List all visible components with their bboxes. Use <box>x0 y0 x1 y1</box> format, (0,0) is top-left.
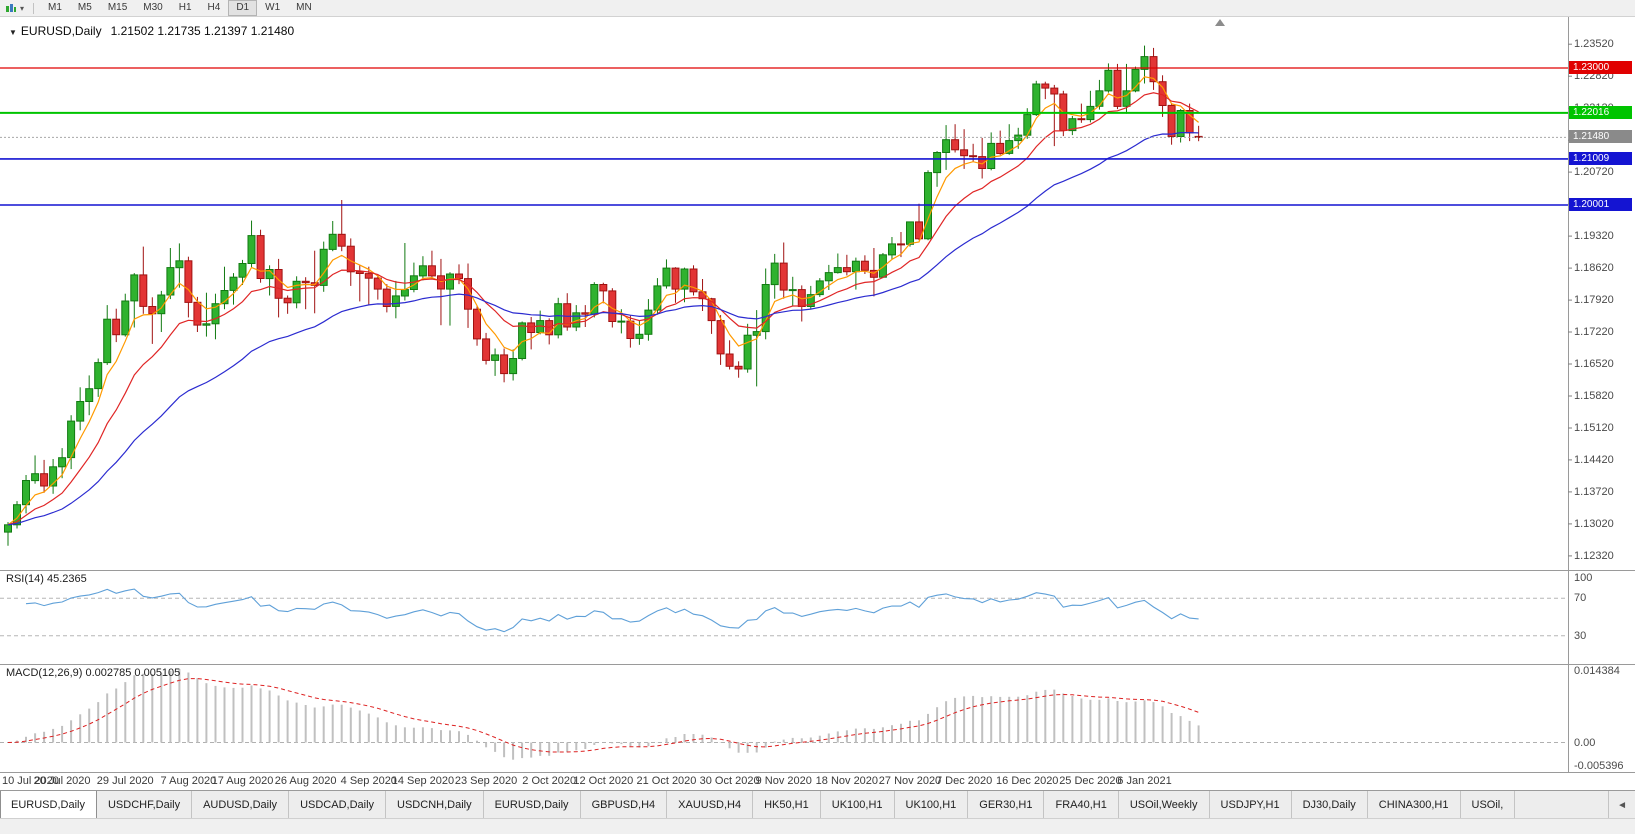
price-axis-tick: 1.13020 <box>1574 517 1614 530</box>
x-axis-date-label: 29 Jul 2020 <box>96 775 154 787</box>
macd-histogram <box>16 669 1200 760</box>
chart-title-arrow-icon[interactable]: ▼ <box>9 28 17 37</box>
rsi-axis-label: 30 <box>1574 629 1587 642</box>
timeframes-toolbar: ▾ M1 M5 M15 M30 H1 H4 D1 W1 MN <box>0 0 1635 17</box>
toolbar-separator <box>33 2 35 14</box>
chart-tab[interactable]: GER30,H1 <box>968 791 1045 819</box>
x-axis-date-label: 26 Aug 2020 <box>274 775 337 787</box>
chart-title-symbol: EURUSD,Daily <box>20 24 102 38</box>
price-axis-tick: 1.17920 <box>1574 294 1614 307</box>
macd-axis-label: -0.005396 <box>1574 760 1624 772</box>
chart-tab[interactable]: DJ30,Daily <box>1291 791 1368 819</box>
chart-title: ▼ EURUSD,Daily 1.21502 1.21735 1.21397 1.2… <box>9 24 294 38</box>
chart-type-icon[interactable] <box>5 3 17 14</box>
price-axis-tick: 1.14420 <box>1574 453 1614 466</box>
x-axis-date-label: 9 Nov 2020 <box>755 775 812 787</box>
x-axis-date-label: 7 Dec 2020 <box>935 775 993 787</box>
chart-type-icon-glyph <box>6 3 16 12</box>
price-axis-tick: 1.19320 <box>1574 230 1614 243</box>
timeframe-button-m1[interactable]: M1 <box>48 2 62 13</box>
x-axis-date-label: 20 Jul 2020 <box>33 775 91 787</box>
price-axis-tick: 1.16520 <box>1574 358 1614 370</box>
rsi-axis-label: 70 <box>1574 592 1587 605</box>
x-axis-date-label: 30 Oct 2020 <box>699 775 760 787</box>
macd-signal-line <box>7 678 1199 753</box>
macd-axis-label: 0.00 <box>1574 736 1596 749</box>
chart-tab[interactable]: USDCHF,Daily <box>96 791 193 819</box>
price-axis-tick: 1.20720 <box>1574 166 1614 179</box>
chart-tab[interactable]: FRA40,H1 <box>1044 791 1119 819</box>
rsi-axis-label: 100 <box>1574 572 1593 584</box>
price-badge: 1.21480 <box>1569 130 1632 144</box>
timeframe-button-m5[interactable]: M5 <box>77 2 92 13</box>
x-axis-date-label: 2 Oct 2020 <box>522 775 577 787</box>
chart-tab[interactable]: UK100,H1 <box>820 791 895 819</box>
x-axis-date-label: 23 Sep 2020 <box>454 775 518 787</box>
chart-tab[interactable]: HK50,H1 <box>753 791 821 819</box>
price-badge: 1.23000 <box>1569 60 1632 74</box>
price-badge: 1.22016 <box>1569 105 1632 119</box>
x-axis-date-label: 6 Jan 2021 <box>1117 775 1172 787</box>
ma-line-slow[interactable] <box>7 131 1199 526</box>
price-axis-tick: 1.18620 <box>1574 262 1614 275</box>
chart-tab[interactable]: USDJPY,H1 <box>1209 791 1292 819</box>
chart-tab[interactable]: USDCAD,Daily <box>289 791 387 819</box>
chart-tab[interactable]: UK100,H1 <box>894 791 969 819</box>
x-axis-date-label: 14 Sep 2020 <box>391 775 455 787</box>
timeframe-button-w1[interactable]: W1 <box>265 2 281 13</box>
chart-tab[interactable]: CHINA300,H1 <box>1367 791 1461 819</box>
price-axis-tick: 1.15120 <box>1574 421 1614 434</box>
chart-tab[interactable]: USOil,Weekly <box>1118 791 1210 819</box>
x-axis-date-label: 10 Jul 2020 <box>2 775 59 787</box>
price-badge: 1.21009 <box>1569 151 1632 165</box>
x-axis-date-label: 7 Aug 2020 <box>160 775 217 787</box>
x-axis-date-label: 17 Aug 2020 <box>211 775 274 787</box>
chart-title-ohlc: 1.21502 1.21735 1.21397 1.21480 <box>110 24 295 38</box>
chart-shift-marker-icon[interactable] <box>1215 19 1225 26</box>
tab-scroll-left-button[interactable]: ◄ <box>1608 791 1635 819</box>
macd-indicator-label: MACD(12,26,9) 0.002785 0.005105 <box>6 667 181 679</box>
chart-tab[interactable]: EURUSD,Daily <box>483 791 581 819</box>
timeframe-button-h4[interactable]: H4 <box>207 2 221 13</box>
price-axis-tick: 1.12320 <box>1574 549 1614 562</box>
x-axis-date-label: 12 Oct 2020 <box>573 775 634 787</box>
ma-line-fast[interactable] <box>7 76 1199 526</box>
status-bar <box>0 818 1635 834</box>
price-axis-tick: 1.15820 <box>1574 389 1614 402</box>
toolbar-caret-icon[interactable]: ▾ <box>20 3 25 13</box>
chart-tab-bar: EURUSD,Daily USDCHF,Daily AUDUSD,Daily USDC… <box>0 790 1635 819</box>
x-axis-date-label: 21 Oct 2020 <box>636 775 697 787</box>
rsi-indicator-label: RSI(14) 45.2365 <box>6 573 87 585</box>
chart-tab[interactable]: USDCNH,Daily <box>386 791 484 819</box>
chart-tab[interactable]: AUDUSD,Daily <box>192 791 290 819</box>
price-axis-tick: 1.23520 <box>1574 38 1614 51</box>
x-axis-date-label: 27 Nov 2020 <box>878 775 942 787</box>
timeframe-button-m15[interactable]: M15 <box>107 2 128 13</box>
x-axis-date-label: 25 Dec 2020 <box>1059 775 1122 787</box>
ma-line-medium[interactable] <box>7 92 1199 526</box>
candlestick-series[interactable] <box>4 45 1203 546</box>
timeframe-bar: M1 M5 M15 M30 H1 H4 D1 W1 MN <box>40 0 320 16</box>
chart-tab[interactable]: EURUSD,Daily <box>0 791 97 819</box>
timeframe-button-h1[interactable]: H1 <box>178 2 192 13</box>
chart-canvas[interactable] <box>0 16 1635 790</box>
timeframe-button-m30[interactable]: M30 <box>143 2 163 13</box>
timeframe-button-mn[interactable]: MN <box>296 2 312 13</box>
chart-tab[interactable]: USOil, <box>1460 791 1516 819</box>
price-axis-tick: 1.13720 <box>1574 485 1614 498</box>
rsi-line <box>25 588 1199 633</box>
x-axis-date-label: 18 Nov 2020 <box>815 775 879 787</box>
chart-tab[interactable]: GBPUSD,H4 <box>580 791 668 819</box>
x-axis-date-label: 4 Sep 2020 <box>340 775 397 787</box>
chart-tab[interactable]: XAUUSD,H4 <box>667 791 754 819</box>
macd-axis-label: 0.014384 <box>1574 665 1620 677</box>
x-axis-date-label: 16 Dec 2020 <box>996 775 1059 787</box>
price-axis-tick: 1.17220 <box>1574 326 1614 339</box>
timeframe-button-d1[interactable]: D1 <box>228 0 258 16</box>
price-badge: 1.20001 <box>1569 197 1632 211</box>
